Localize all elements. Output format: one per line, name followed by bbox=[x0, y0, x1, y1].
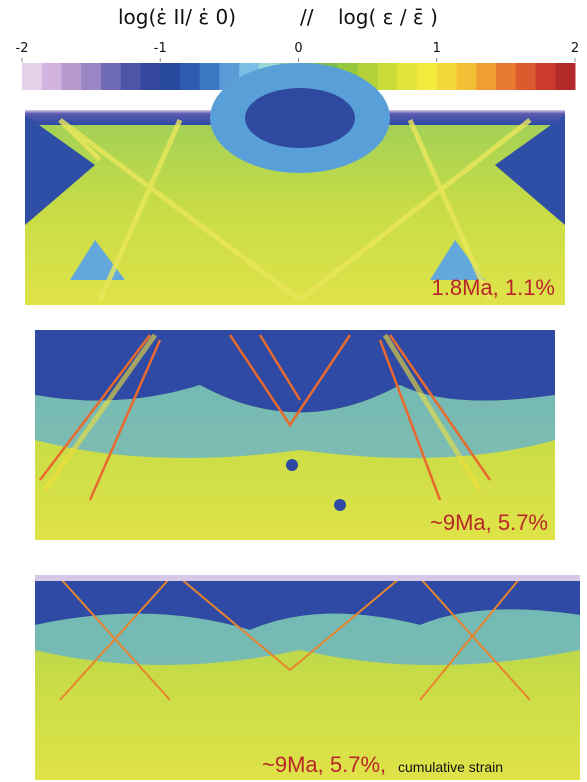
colorbar-block bbox=[120, 63, 141, 90]
colorbar-block bbox=[436, 63, 457, 90]
blue-region bbox=[430, 240, 485, 280]
shear-band bbox=[39, 334, 492, 501]
panel: ~9Ma, 5.7%, cumulative strain bbox=[35, 575, 580, 780]
colorbar-block bbox=[101, 63, 122, 90]
shear-band bbox=[42, 333, 483, 492]
blue-region bbox=[35, 330, 555, 413]
panel-label: ~9Ma, 5.7% bbox=[430, 510, 548, 535]
title-left: log(ε̇ II/ ε̇ 0) bbox=[118, 5, 236, 29]
colorbar-tick-label: -2 bbox=[16, 41, 29, 56]
panel: ~9Ma, 5.7% bbox=[35, 330, 555, 540]
colorbar-block bbox=[555, 63, 576, 90]
panel-label: ~9Ma, 5.7%, bbox=[262, 752, 386, 777]
shear-band bbox=[58, 118, 532, 302]
shear-band bbox=[59, 577, 531, 701]
title-right: log( ε / ε̄ ) bbox=[338, 5, 438, 29]
panel: 1.8Ma, 1.1% bbox=[25, 63, 565, 305]
colorbar-block bbox=[535, 63, 556, 90]
colorbar-block bbox=[22, 63, 43, 90]
colorbar-block bbox=[41, 63, 62, 90]
colorbar-block bbox=[199, 63, 220, 90]
colorbar-tick-label: 1 bbox=[433, 41, 441, 56]
colorbar-block bbox=[180, 63, 201, 90]
colorbar-block bbox=[417, 63, 438, 90]
title-separator: // bbox=[300, 5, 314, 29]
blue-region bbox=[334, 499, 346, 511]
colorbar-block bbox=[397, 63, 418, 90]
panel-note: cumulative strain bbox=[398, 759, 503, 775]
blue-region bbox=[35, 609, 580, 665]
panel-label: 1.8Ma, 1.1% bbox=[431, 275, 555, 300]
colorbar-block bbox=[140, 63, 161, 90]
colorbar-tick-label: -1 bbox=[154, 41, 167, 56]
colorbar-block bbox=[61, 63, 82, 90]
blue-region bbox=[35, 580, 580, 630]
blue-region bbox=[245, 88, 355, 148]
colorbar-title: log(ε̇ II/ ε̇ 0) // log( ε / ε̄ ) bbox=[118, 5, 438, 29]
colorbar-block bbox=[456, 63, 477, 90]
blue-region bbox=[25, 115, 95, 225]
top-band bbox=[35, 575, 580, 581]
colorbar-tick-label: 0 bbox=[294, 41, 302, 56]
colorbar-block bbox=[476, 63, 497, 90]
colorbar-block bbox=[515, 63, 536, 90]
blue-region bbox=[495, 115, 565, 225]
blue-region bbox=[286, 459, 298, 471]
colorbar-block bbox=[377, 63, 398, 90]
colorbar-block bbox=[81, 63, 102, 90]
colorbar-tick-label: 2 bbox=[571, 41, 579, 56]
colorbar-block bbox=[160, 63, 181, 90]
colorbar-block bbox=[496, 63, 517, 90]
